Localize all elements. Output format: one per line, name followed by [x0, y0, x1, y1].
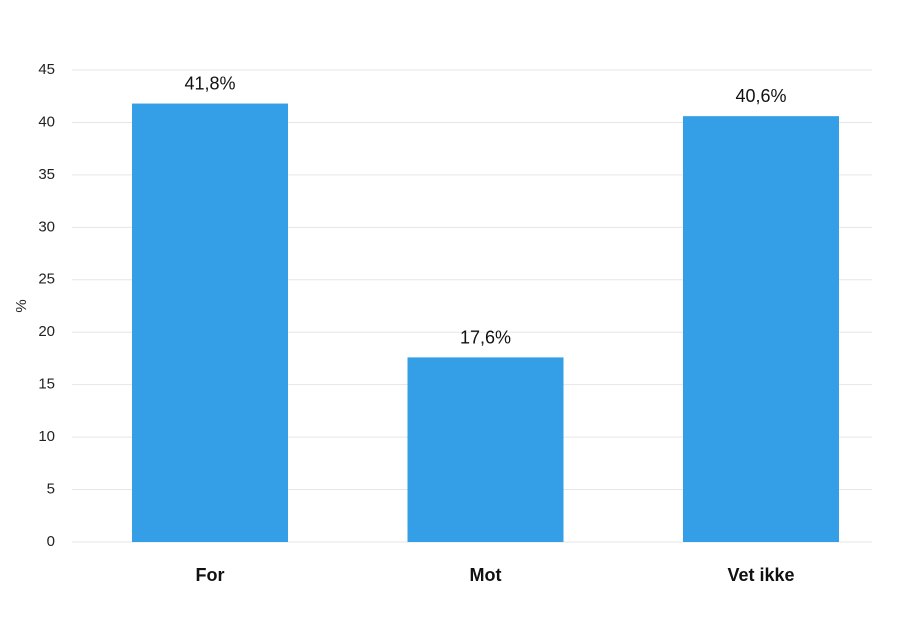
y-tick-label: 5 [47, 481, 55, 498]
y-tick-label: 0 [47, 533, 55, 550]
data-label: 17,6% [460, 327, 511, 347]
category-labels: For Mot Vet ikke [196, 565, 795, 585]
bar-for [132, 103, 288, 542]
category-label: Mot [470, 565, 502, 585]
y-tick-labels: 0 5 10 15 20 25 30 35 40 45 [38, 61, 55, 550]
y-tick-label: 15 [38, 376, 55, 393]
category-label: For [196, 565, 225, 585]
y-tick-label: 30 [38, 218, 55, 235]
y-tick-label: 20 [38, 323, 55, 340]
bar-vet-ikke [683, 116, 839, 542]
bar-mot [407, 357, 564, 542]
data-label: 41,8% [184, 74, 235, 94]
category-label: Vet ikke [727, 565, 794, 585]
y-tick-label: 45 [38, 61, 55, 78]
y-axis-title: % [13, 299, 30, 312]
y-tick-label: 10 [38, 428, 55, 445]
y-tick-label: 35 [38, 166, 55, 183]
data-label: 40,6% [735, 86, 786, 106]
bars [132, 103, 839, 542]
y-tick-label: 25 [38, 271, 55, 288]
y-tick-label: 40 [38, 113, 55, 130]
data-labels: 41,8% 17,6% 40,6% [184, 74, 786, 348]
